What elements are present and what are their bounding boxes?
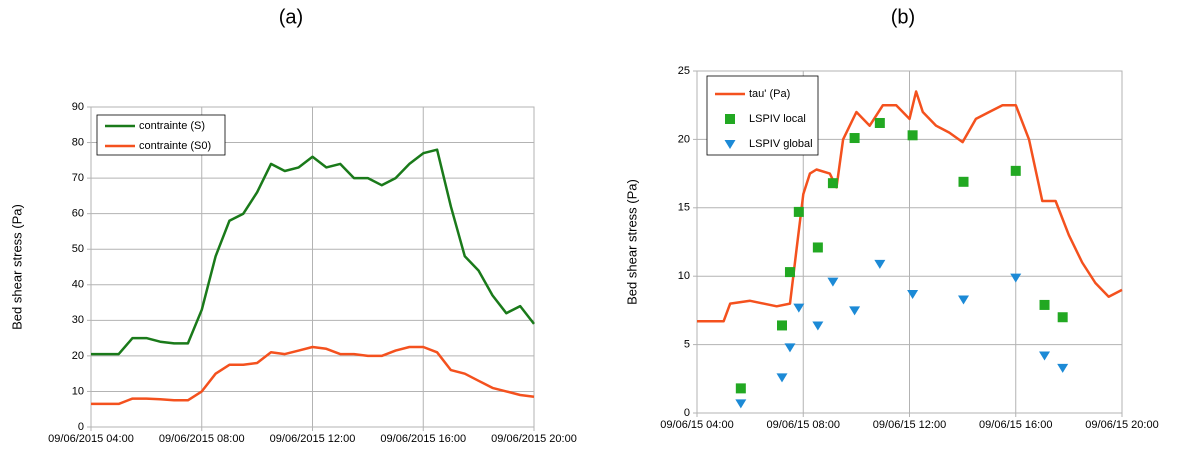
square-marker xyxy=(1039,299,1050,310)
y-tick-label: 90 xyxy=(72,101,84,113)
legend-label: LSPIV global xyxy=(749,138,813,150)
triangle-marker xyxy=(776,373,788,383)
x-tick-label: 09/06/15 04:00 xyxy=(660,419,733,431)
x-tick-label: 09/06/2015 04:00 xyxy=(48,433,134,445)
plot-frame xyxy=(696,70,1123,414)
square-marker xyxy=(907,130,918,141)
triangle-marker xyxy=(874,259,886,269)
y-tick-label: 15 xyxy=(678,202,690,214)
chart-panel: (b) Bed shear stress (Pa) 0 5 10 15 20 25 09/06/… xyxy=(624,6,1158,431)
x-tick-label: 09/06/15 20:00 xyxy=(1085,419,1158,431)
series-line xyxy=(697,90,1123,323)
triangle-marker xyxy=(784,343,796,353)
x-tick-label: 09/06/15 08:00 xyxy=(767,419,840,431)
square-marker xyxy=(725,114,735,124)
y-tick-label: 0 xyxy=(78,421,84,433)
x-tick-label: 09/06/2015 12:00 xyxy=(270,433,356,445)
chart-title: (a) xyxy=(279,6,303,28)
legend-label: LSPIV local xyxy=(749,113,806,125)
square-marker xyxy=(1057,312,1068,323)
square-marker xyxy=(784,267,795,278)
triangle-marker xyxy=(1039,351,1051,361)
triangle-marker xyxy=(793,303,805,313)
square-marker xyxy=(874,117,885,128)
y-tick-label: 5 xyxy=(684,339,690,351)
plot-frame xyxy=(90,106,535,428)
y-tick-label: 0 xyxy=(684,407,690,419)
legend-label: contrainte (S0) xyxy=(139,140,211,152)
square-marker xyxy=(1010,165,1021,176)
y-tick-label: 25 xyxy=(678,65,690,77)
triangle-marker xyxy=(1057,363,1069,373)
legend-label: tau' (Pa) xyxy=(749,88,790,100)
triangle-marker xyxy=(827,277,839,287)
y-tick-label: 50 xyxy=(72,243,84,255)
x-tick-label: 09/06/2015 08:00 xyxy=(159,433,245,445)
triangle-marker xyxy=(907,289,919,299)
y-tick-label: 60 xyxy=(72,208,84,220)
triangle-marker xyxy=(724,140,736,149)
y-axis-label: Bed shear stress (Pa) xyxy=(9,204,24,330)
series-line xyxy=(91,148,535,356)
y-tick-label: 30 xyxy=(72,314,84,326)
y-axis-label: Bed shear stress (Pa) xyxy=(624,179,639,305)
y-tick-label: 20 xyxy=(72,350,84,362)
chart-title: (b) xyxy=(891,6,915,28)
square-marker xyxy=(849,133,860,144)
square-marker xyxy=(812,242,823,253)
x-tick-label: 09/06/2015 16:00 xyxy=(380,433,466,445)
y-tick-label: 10 xyxy=(678,270,690,282)
x-tick-label: 09/06/15 12:00 xyxy=(873,419,946,431)
x-tick-label: 09/06/15 16:00 xyxy=(979,419,1052,431)
triangle-marker xyxy=(849,306,861,316)
legend-box xyxy=(96,114,226,156)
legend-label: contrainte (S) xyxy=(139,120,205,132)
square-marker xyxy=(793,206,804,217)
triangle-marker xyxy=(1010,273,1022,283)
x-tick-label: 09/06/2015 20:00 xyxy=(491,433,577,445)
y-tick-label: 40 xyxy=(72,279,84,291)
square-marker xyxy=(735,383,746,394)
square-marker xyxy=(827,178,838,189)
y-tick-label: 20 xyxy=(678,133,690,145)
triangle-marker xyxy=(735,399,747,409)
y-tick-label: 80 xyxy=(72,136,84,148)
square-marker xyxy=(958,176,969,187)
y-tick-label: 70 xyxy=(72,172,84,184)
series-line xyxy=(91,345,535,406)
triangle-marker xyxy=(812,321,824,331)
y-tick-label: 10 xyxy=(72,385,84,397)
square-marker xyxy=(777,320,787,331)
triangle-marker xyxy=(958,295,970,305)
chart-panel: (a) Bed shear stress (Pa) 0 10 20 30 40 50 60 70 8… xyxy=(9,6,576,445)
